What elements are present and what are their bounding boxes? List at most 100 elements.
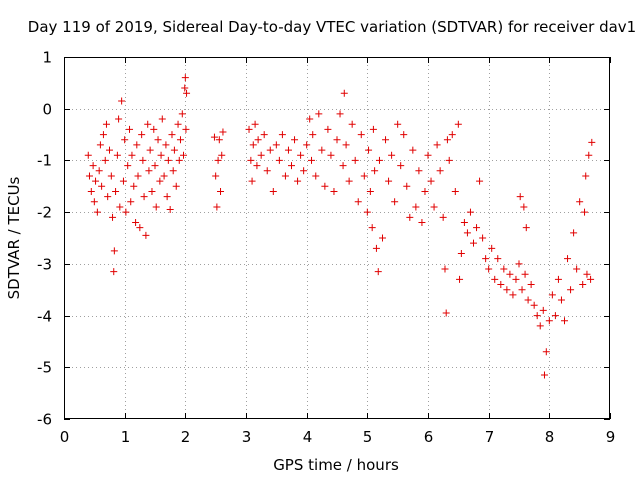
data-point bbox=[342, 141, 350, 149]
data-point bbox=[166, 206, 174, 214]
data-point bbox=[545, 317, 553, 325]
data-point bbox=[473, 224, 481, 232]
grid bbox=[64, 57, 610, 419]
data-point bbox=[436, 167, 444, 175]
data-point bbox=[333, 136, 341, 144]
data-point bbox=[557, 296, 565, 304]
data-point bbox=[215, 136, 223, 144]
data-point bbox=[485, 265, 493, 273]
data-point bbox=[442, 309, 450, 317]
data-point bbox=[118, 97, 126, 105]
data-point bbox=[249, 141, 257, 149]
x-tick-label: 0 bbox=[60, 428, 70, 446]
data-point bbox=[512, 275, 520, 283]
data-point bbox=[219, 128, 227, 136]
data-point bbox=[245, 125, 253, 133]
data-point bbox=[482, 255, 490, 263]
data-point bbox=[441, 265, 449, 273]
data-point bbox=[321, 182, 329, 190]
data-point bbox=[119, 177, 127, 185]
data-point bbox=[95, 167, 103, 175]
data-point bbox=[318, 146, 326, 154]
data-point bbox=[388, 151, 396, 159]
y-tick-label: -3 bbox=[37, 256, 52, 274]
data-point bbox=[92, 177, 100, 185]
data-point bbox=[448, 131, 456, 139]
data-point bbox=[587, 275, 595, 283]
data-point bbox=[351, 156, 359, 164]
data-point bbox=[324, 125, 332, 133]
y-tick-label: 1 bbox=[42, 49, 52, 67]
data-point bbox=[451, 187, 459, 195]
data-point bbox=[124, 162, 132, 170]
data-point bbox=[427, 177, 435, 185]
data-point bbox=[266, 146, 274, 154]
data-point bbox=[160, 172, 168, 180]
data-point bbox=[170, 146, 178, 154]
data-point bbox=[539, 306, 547, 314]
data-point bbox=[497, 281, 505, 289]
x-tick-label: 2 bbox=[181, 428, 191, 446]
data-point bbox=[180, 151, 188, 159]
data-point bbox=[247, 156, 255, 164]
data-point bbox=[126, 125, 134, 133]
data-point bbox=[391, 198, 399, 206]
data-point bbox=[445, 156, 453, 164]
data-point bbox=[254, 136, 262, 144]
data-point bbox=[144, 120, 152, 128]
data-point bbox=[106, 146, 113, 154]
data-point bbox=[421, 187, 429, 195]
data-point bbox=[327, 151, 335, 159]
data-point bbox=[439, 213, 447, 221]
data-point bbox=[456, 275, 464, 283]
data-point bbox=[154, 136, 162, 144]
data-point bbox=[251, 120, 259, 128]
data-point bbox=[253, 162, 261, 170]
data-point bbox=[284, 146, 292, 154]
data-point bbox=[109, 213, 117, 221]
data-point bbox=[116, 203, 124, 211]
data-point bbox=[102, 120, 110, 128]
data-point bbox=[394, 120, 402, 128]
data-point bbox=[163, 193, 171, 201]
data-point bbox=[312, 172, 320, 180]
data-point bbox=[540, 371, 548, 379]
data-point bbox=[98, 182, 106, 190]
data-point bbox=[567, 286, 575, 294]
data-point bbox=[122, 208, 130, 216]
data-point bbox=[263, 167, 271, 175]
data-point bbox=[156, 177, 164, 185]
data-point bbox=[506, 270, 514, 278]
y-tick-label: -6 bbox=[37, 411, 52, 429]
x-tick-label: 1 bbox=[121, 428, 131, 446]
data-point bbox=[357, 131, 365, 139]
data-point bbox=[500, 265, 508, 273]
x-tick-label: 4 bbox=[303, 428, 313, 446]
data-point bbox=[309, 131, 317, 139]
data-point bbox=[479, 234, 487, 242]
data-point bbox=[576, 198, 584, 206]
data-point bbox=[142, 231, 150, 239]
data-point bbox=[248, 177, 256, 185]
data-point bbox=[412, 203, 420, 211]
data-point bbox=[174, 120, 182, 128]
data-point bbox=[570, 229, 578, 237]
data-point bbox=[415, 167, 423, 175]
data-point bbox=[275, 156, 283, 164]
y-tick-label: -2 bbox=[37, 204, 52, 222]
data-point bbox=[288, 162, 295, 170]
data-point bbox=[176, 136, 184, 144]
data-point bbox=[93, 208, 101, 216]
data-point bbox=[409, 146, 417, 154]
data-point bbox=[522, 224, 530, 232]
data-point bbox=[379, 234, 386, 242]
data-point bbox=[491, 275, 499, 283]
data-point bbox=[291, 136, 299, 144]
data-point bbox=[146, 146, 154, 154]
data-point bbox=[99, 131, 107, 139]
data-point bbox=[150, 125, 158, 133]
data-point bbox=[573, 265, 581, 273]
data-point bbox=[424, 151, 432, 159]
data-point bbox=[218, 151, 226, 159]
data-point bbox=[157, 151, 165, 159]
